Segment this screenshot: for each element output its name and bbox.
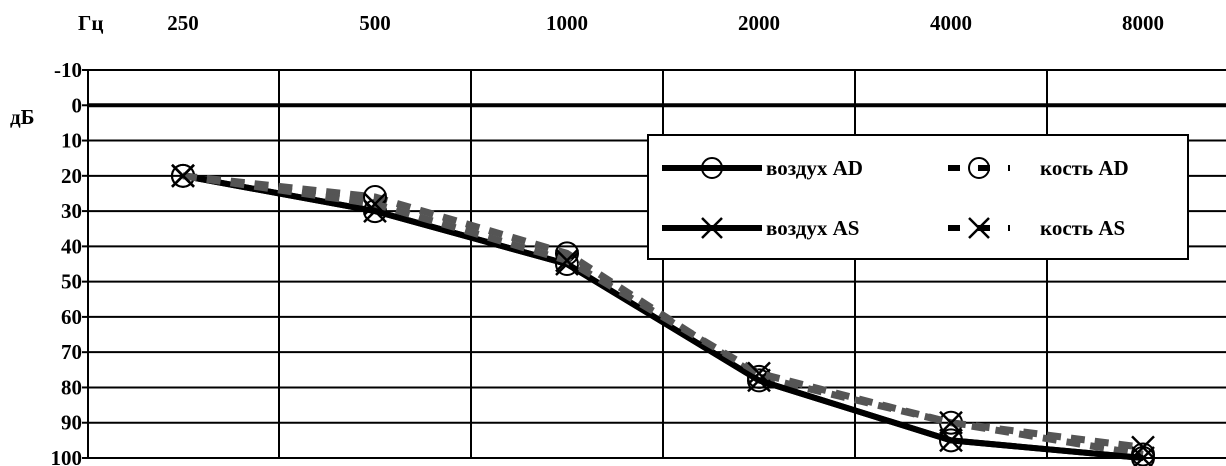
x-tick-label: 2000 <box>738 11 780 35</box>
legend-label: воздух AD <box>766 156 863 180</box>
series-line-4 <box>182 172 1144 451</box>
y-unit-label: дБ <box>10 105 35 129</box>
y-tick-label: 0 <box>72 93 83 117</box>
y-tick-label: -10 <box>54 58 82 82</box>
y-tick-label: 80 <box>61 375 82 399</box>
x-marker-stroke <box>747 368 771 393</box>
x-marker-stroke <box>747 361 771 386</box>
x-tick-label: 250 <box>167 11 199 35</box>
grid <box>82 69 1226 459</box>
x-marker-stroke <box>939 428 963 453</box>
legend-label: кость AD <box>1040 156 1129 180</box>
legend-swatch-marker <box>968 157 990 179</box>
data-point <box>171 163 195 188</box>
x-marker-stroke <box>939 410 963 435</box>
y-tick-label: 100 <box>51 446 83 466</box>
data-point <box>939 428 963 453</box>
legend-item-1: воздух AD <box>662 156 863 180</box>
y-tick-label: 30 <box>61 199 82 223</box>
legend-item-3: воздух AS <box>662 216 859 240</box>
legend-swatch-marker <box>701 157 723 179</box>
data-point <box>1131 446 1155 466</box>
legend-items: воздух AD кость AD воздух AS кость AS <box>662 156 1129 240</box>
legend-label: кость AS <box>1040 216 1125 240</box>
x-marker-stroke <box>555 248 579 273</box>
y-tick-label: 20 <box>61 164 82 188</box>
y-tick-label: 10 <box>61 129 82 153</box>
series-4 <box>171 163 1155 460</box>
data-point <box>363 184 387 209</box>
x-axis-ticks: 250 500 1000 2000 4000 8000 <box>167 11 1164 35</box>
series-line-3 <box>182 172 1144 461</box>
y-tick-label: 40 <box>61 234 82 258</box>
x-marker-stroke <box>701 217 723 239</box>
legend-item-4: кость AS <box>948 216 1125 240</box>
x-tick-label: 8000 <box>1122 11 1164 35</box>
x-tick-label: 1000 <box>546 11 588 35</box>
x-marker-stroke <box>968 217 990 239</box>
series-group <box>171 163 1155 466</box>
legend: воздух AD кость AD воздух AS кость AS <box>647 134 1189 260</box>
legend-swatch-marker <box>701 217 723 239</box>
data-point <box>747 361 771 386</box>
legend-item-2: кость AD <box>948 156 1129 180</box>
x-marker-stroke <box>363 192 387 216</box>
y-tick-label: 90 <box>61 411 82 435</box>
x-marker-stroke <box>171 163 195 188</box>
data-point <box>555 248 579 273</box>
y-axis-ticks: -10 0 10 20 30 40 50 60 70 80 90 100 <box>51 58 83 466</box>
y-tick-label: 50 <box>61 270 82 294</box>
legend-swatch-marker <box>968 217 990 239</box>
x-marker-stroke <box>1131 435 1155 460</box>
y-tick-label: 60 <box>61 305 82 329</box>
legend-box <box>647 134 1189 260</box>
x-marker-stroke <box>1133 446 1155 466</box>
x-tick-label: 500 <box>359 11 391 35</box>
data-point <box>939 410 963 435</box>
x-unit-label: Гц <box>78 11 103 35</box>
y-tick-label: 70 <box>61 340 82 364</box>
data-point <box>747 368 771 393</box>
legend-label: воздух AS <box>766 216 859 240</box>
data-point <box>363 192 387 216</box>
data-point <box>1131 435 1155 460</box>
x-tick-label: 4000 <box>930 11 972 35</box>
